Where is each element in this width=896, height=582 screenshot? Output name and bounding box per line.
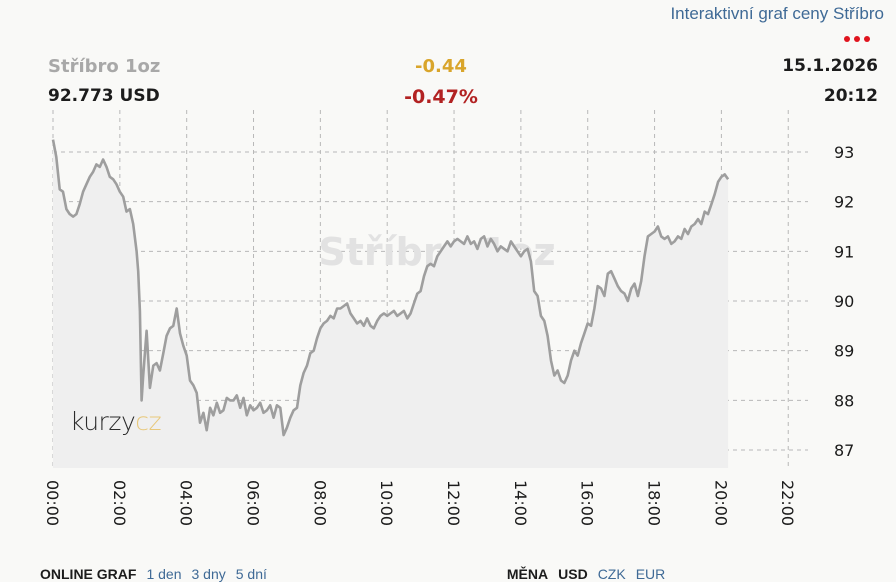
- footer-item[interactable]: EUR: [635, 566, 666, 582]
- change-absolute: -0.44: [415, 56, 467, 77]
- change-percent: -0.47%: [404, 86, 478, 108]
- x-tick-label: 08:00: [310, 480, 329, 526]
- price-area-fill: [53, 139, 729, 468]
- x-tick-label: 14:00: [511, 480, 530, 526]
- y-tick-label: 90: [834, 292, 854, 311]
- x-tick-label: 10:00: [377, 480, 396, 526]
- footer-item[interactable]: 1 den: [146, 566, 182, 582]
- footer-item[interactable]: CZK: [597, 566, 626, 582]
- footer-item[interactable]: USD: [558, 566, 588, 582]
- footer-item[interactable]: MĚNA: [506, 566, 549, 582]
- footer-item[interactable]: 5 dní: [235, 566, 267, 582]
- x-tick-label: 12:00: [444, 480, 463, 526]
- y-tick-label: 93: [834, 143, 854, 162]
- x-tick-label: 00:00: [43, 480, 62, 526]
- more-dots-icon[interactable]: [844, 36, 870, 42]
- x-tick-label: 20:00: [711, 480, 730, 526]
- quote-date: 15.1.2026: [782, 56, 878, 76]
- x-axis-labels: 00:00 02:00 04:00 06:00 08:00 10:00 12:00 14:00…: [43, 480, 797, 526]
- y-tick-label: 88: [834, 391, 854, 410]
- current-price: 92.773 USD: [48, 86, 160, 106]
- x-tick-label: 16:00: [578, 480, 597, 526]
- y-tick-label: 91: [834, 242, 854, 261]
- y-axis-labels: 87 88 89 90 91 92 93: [834, 143, 854, 460]
- x-tick-label: 22:00: [778, 480, 797, 526]
- instrument-name: Stříbro 1oz: [48, 56, 161, 77]
- logo-text: kurzycz: [70, 407, 161, 436]
- quote-time: 20:12: [823, 86, 878, 106]
- footer-item[interactable]: ONLINE GRAF: [40, 566, 137, 582]
- y-tick-label: 87: [834, 441, 854, 460]
- y-tick-label: 92: [834, 193, 854, 212]
- kurzy-logo: kurzycz: [70, 407, 162, 436]
- footer-item[interactable]: 3 dny: [191, 566, 226, 582]
- x-tick-label: 18:00: [645, 480, 664, 526]
- x-tick-label: 06:00: [244, 480, 263, 526]
- chart-footer: ONLINE GRAF 1 den 3 dny 5 dní MĚNA USD CZK EUR: [40, 566, 880, 582]
- x-tick-label: 02:00: [110, 480, 129, 526]
- y-tick-label: 89: [834, 342, 854, 361]
- x-tick-label: 04:00: [177, 480, 196, 526]
- price-line: [51, 139, 730, 437]
- chart-title-link[interactable]: Interaktivní graf ceny Stříbro: [670, 4, 884, 23]
